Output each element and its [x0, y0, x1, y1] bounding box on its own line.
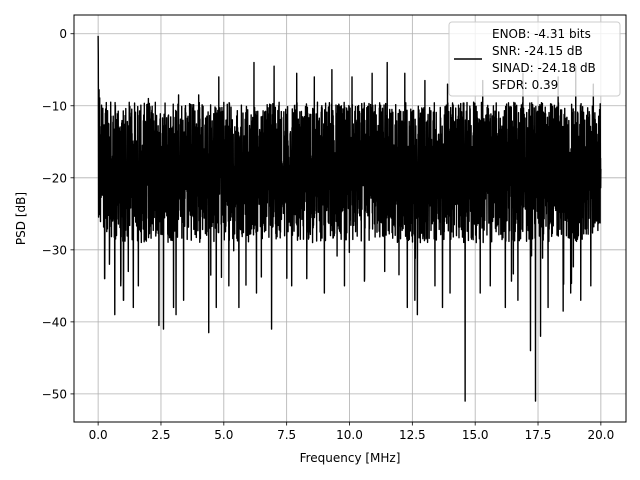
y-tick-label: −50 [42, 387, 67, 401]
x-tick-label: 7.5 [277, 428, 296, 442]
x-tick-label: 20.0 [588, 428, 615, 442]
legend-entry-enob: ENOB: -4.31 bits [492, 27, 591, 41]
x-tick-label: 10.0 [336, 428, 363, 442]
legend-box [448, 21, 621, 97]
x-axis-ticks: 0.0 2.5 5.0 7.5 10.0 12.5 15.0 17.5 20.0 [89, 422, 615, 442]
x-tick-label: 5.0 [214, 428, 233, 442]
y-axis-label: PSD [dB] [14, 192, 28, 245]
legend-entry-sfdr: SFDR: 0.39 [492, 78, 558, 92]
legend-entry-snr: SNR: -24.15 dB [492, 44, 583, 58]
y-tick-label: −10 [42, 99, 67, 113]
y-tick-label: −40 [42, 315, 67, 329]
psd-series-line [97, 35, 602, 402]
y-tick-label: −20 [42, 171, 67, 185]
x-tick-label: 2.5 [151, 428, 170, 442]
y-tick-label: 0 [59, 27, 67, 41]
plot-area [97, 35, 602, 402]
x-axis-label: Frequency [MHz] [300, 451, 401, 465]
x-tick-label: 0.0 [89, 428, 108, 442]
y-axis-ticks: 0 −10 −20 −30 −40 −50 [42, 27, 74, 401]
legend-entry-sinad: SINAD: -24.18 dB [492, 61, 596, 75]
x-tick-label: 12.5 [399, 428, 426, 442]
x-tick-label: 15.0 [462, 428, 489, 442]
x-tick-label: 17.5 [525, 428, 552, 442]
legend: ENOB: -4.31 bits SNR: -24.15 dB SINAD: -… [448, 21, 621, 97]
axes-frame [73, 14, 627, 423]
y-tick-label: −30 [42, 243, 67, 257]
